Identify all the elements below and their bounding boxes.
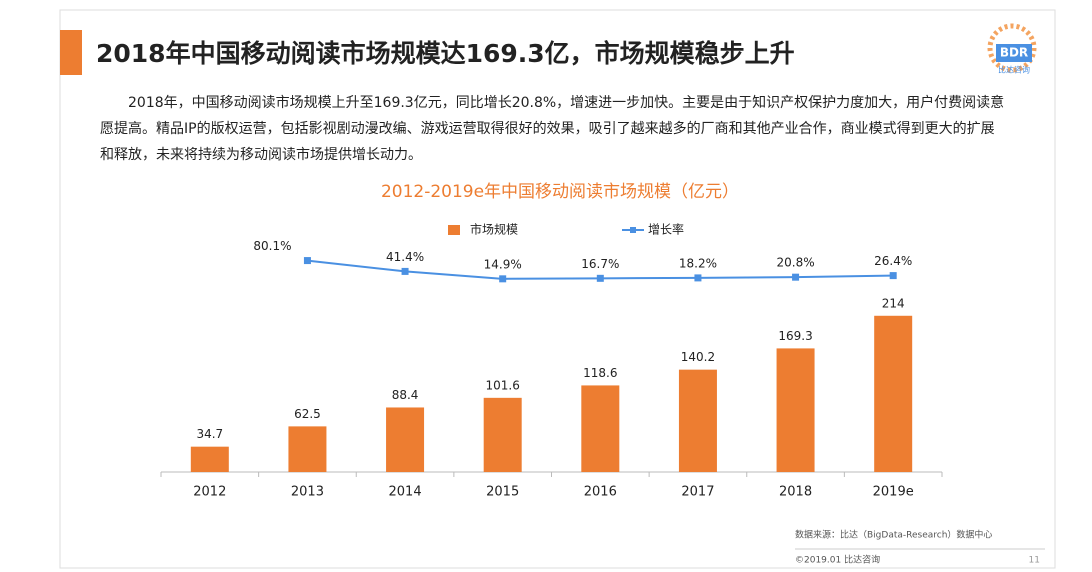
data-label: 26.4% [874, 254, 912, 268]
legend-swatch [448, 225, 460, 235]
bar [678, 369, 717, 472]
bar [190, 446, 229, 472]
line-marker [792, 273, 800, 281]
x-tick-label: 2019e [873, 485, 914, 500]
data-label: 41.4% [386, 250, 424, 264]
data-label: 140.2 [681, 350, 715, 364]
line-marker [499, 275, 507, 283]
logo-box [996, 44, 1032, 62]
legend-marker [630, 227, 636, 233]
data-label: 88.4 [392, 388, 419, 402]
bar [581, 385, 620, 472]
data-label: 14.9% [484, 257, 522, 271]
page-number: 11 [1029, 556, 1040, 566]
line-marker [694, 274, 702, 282]
x-tick-label: 2018 [779, 485, 812, 500]
bar [386, 407, 425, 472]
x-tick-label: 2014 [389, 485, 422, 500]
line-marker [303, 257, 311, 265]
bar [874, 315, 913, 472]
body-text: 2018年，中国移动阅读市场规模上升至169.3亿元，同比增长20.8%，增速进… [100, 95, 1005, 163]
bar [776, 348, 815, 472]
data-label: 80.1% [253, 239, 291, 253]
line-marker [596, 274, 604, 282]
data-label: 34.7 [196, 427, 223, 441]
slide-border [59, 9, 1056, 569]
line-marker [889, 272, 897, 280]
data-label: 16.7% [581, 257, 619, 271]
data-label: 118.6 [583, 366, 617, 380]
data-label: 169.3 [778, 329, 812, 343]
data-label: 101.6 [486, 378, 520, 392]
x-tick-label: 2017 [681, 485, 714, 500]
data-label: 20.8% [777, 256, 815, 270]
x-tick-label: 2013 [291, 485, 324, 500]
legend-label: 增长率 [648, 222, 684, 237]
slide-title: 2018年中国移动阅读市场规模达169.3亿，市场规模稳步上升 [96, 39, 795, 68]
title-accent [60, 30, 82, 75]
copyright: ©2019.01 比达咨询 [795, 554, 880, 566]
x-tick-label: 2016 [584, 485, 617, 500]
logo-ring [987, 23, 1037, 73]
data-label: 214 [882, 296, 905, 310]
x-tick-label: 2012 [193, 485, 226, 500]
legend-label: 市场规模 [470, 222, 518, 237]
logo-name: 比达咨询 [998, 65, 1030, 75]
data-label: 62.5 [294, 407, 321, 421]
chart-title: 2012-2019e年中国移动阅读市场规模（亿元） [381, 182, 739, 202]
data-label: 18.2% [679, 256, 717, 270]
bar [483, 397, 522, 472]
line-marker [401, 267, 409, 275]
bar [288, 426, 327, 472]
logo-mark: BDR [1000, 46, 1028, 60]
x-tick-label: 2015 [486, 485, 519, 500]
source: 数据来源：比达（BigData-Research）数据中心 [795, 529, 992, 541]
